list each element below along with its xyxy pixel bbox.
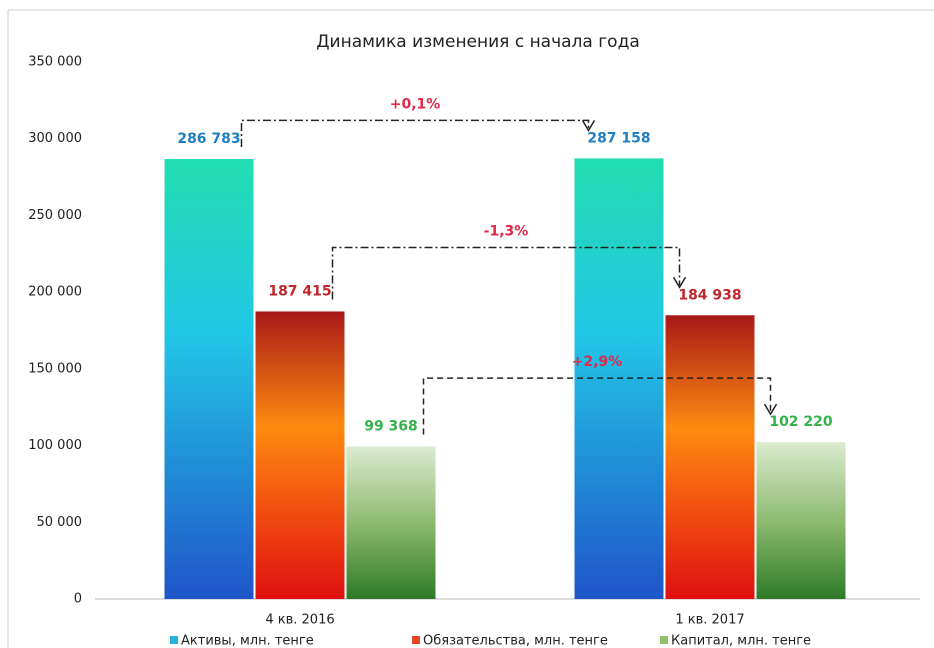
bar	[665, 315, 755, 599]
value-label: 286 783	[177, 131, 240, 147]
legend-label: Капитал, млн. тенге	[671, 634, 811, 648]
x-tick-label: 4 кв. 2016	[265, 613, 334, 628]
bar	[164, 158, 254, 600]
arrow-head	[581, 120, 596, 132]
bar	[346, 446, 436, 599]
value-label: 187 415	[268, 283, 331, 299]
y-tick-label: 50 000	[37, 515, 83, 530]
bar	[756, 442, 846, 599]
arrow-head	[763, 403, 778, 416]
change-arrow	[331, 246, 681, 300]
legend-swatch	[660, 636, 668, 644]
change-label: +0,1%	[390, 96, 441, 112]
y-tick-label: 200 000	[28, 285, 82, 300]
change-label: -1,3%	[484, 223, 529, 239]
change-arrow	[240, 119, 590, 147]
legend-label: Обязательства, млн. тенге	[423, 634, 608, 648]
chart-title: Динамика изменения с начала года	[316, 32, 640, 52]
change-label: +2,9%	[572, 354, 623, 370]
arrow-head	[672, 276, 687, 289]
value-label: 99 368	[364, 419, 418, 435]
y-tick-label: 300 000	[28, 131, 82, 146]
value-label: 287 158	[587, 130, 650, 146]
y-tick-label: 350 000	[28, 55, 82, 70]
value-label: 102 220	[769, 414, 833, 430]
change-arrow	[422, 377, 772, 435]
bar	[255, 311, 345, 599]
y-tick-label: 250 000	[28, 208, 82, 223]
legend-swatch	[170, 636, 178, 644]
y-tick-label: 150 000	[28, 361, 82, 376]
x-tick-label: 1 кв. 2017	[675, 613, 744, 628]
value-label: 184 938	[678, 287, 741, 303]
y-tick-label: 0	[74, 592, 82, 607]
legend-swatch	[412, 636, 420, 644]
y-tick-label: 100 000	[28, 438, 82, 453]
legend-label: Активы, млн. тенге	[181, 634, 314, 648]
